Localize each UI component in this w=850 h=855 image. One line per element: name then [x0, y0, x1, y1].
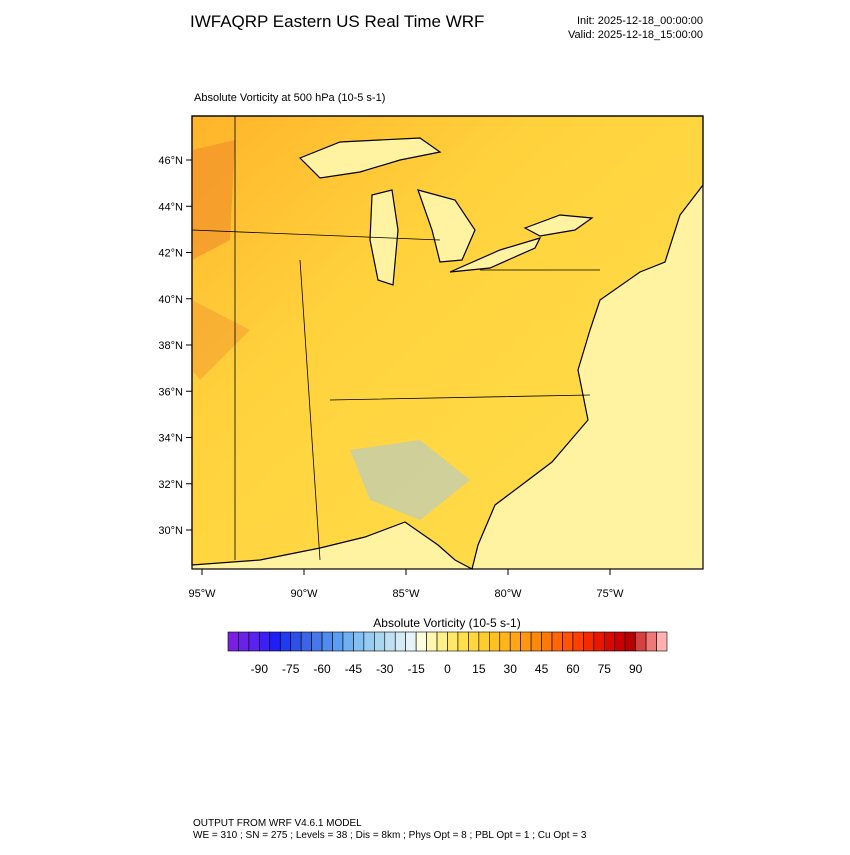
lon-label: 75°W — [596, 588, 624, 600]
state-lines — [191, 116, 600, 561]
colorbar-box — [384, 631, 396, 652]
map — [191, 115, 704, 570]
colorbar-box — [426, 631, 438, 652]
colorbar-label: 0 — [444, 662, 451, 676]
shading — [192, 140, 235, 260]
colorbar-box — [227, 631, 239, 652]
colorbar-box — [279, 631, 292, 652]
colorbar-box — [551, 631, 563, 652]
map-frame — [191, 115, 704, 570]
colorbar-box — [269, 631, 281, 652]
lon-label: 80°W — [494, 588, 522, 600]
colorbar-label: 60 — [566, 662, 580, 676]
colorbar-label: 90 — [629, 662, 643, 676]
colorbar-label: -15 — [407, 662, 425, 676]
colorbar-box — [363, 631, 375, 652]
lon-label: 85°W — [392, 588, 420, 600]
colorbar: -90 -75 -60 -45 -30 -15 0 15 30 45 60 75 90 — [227, 631, 668, 676]
lat-label: 36°N — [158, 386, 183, 398]
colorbar-box — [614, 631, 626, 652]
shading — [192, 300, 250, 380]
colorbar-box — [342, 631, 354, 652]
colorbar-box — [562, 631, 574, 652]
title: IWFAQRP Eastern US Real Time WRF — [190, 12, 484, 31]
lon-label: 90°W — [290, 588, 318, 600]
lat-label: 44°N — [158, 201, 183, 213]
colorbar-label: 30 — [504, 662, 518, 676]
init-time: Init: 2025-12-18_00:00:00 — [577, 15, 703, 27]
colorbar-label: -60 — [313, 662, 331, 676]
colorbar-label: 75 — [598, 662, 612, 676]
footer-line: OUTPUT FROM WRF V4.6.1 MODEL — [193, 818, 362, 829]
lat-label: 40°N — [158, 294, 183, 306]
colorbar-box — [520, 631, 532, 652]
subtitle: Absolute Vorticity at 500 hPa (10-5 s-1) — [194, 92, 385, 104]
colorbar-label: -75 — [282, 662, 300, 676]
colorbar-box — [321, 631, 333, 652]
valid-time: Valid: 2025-12-18_15:00:00 — [568, 29, 703, 41]
colorbar-box — [572, 631, 584, 652]
colorbar-box — [489, 631, 501, 652]
colorbar-label: -45 — [345, 662, 363, 676]
colorbar-box — [478, 631, 490, 652]
colorbar-title: Absolute Vorticity (10-5 s-1) — [373, 616, 520, 630]
lake-superior — [298, 137, 442, 179]
colorbar-box — [259, 631, 271, 652]
colorbar-box — [248, 631, 260, 652]
lat-label: 46°N — [158, 155, 183, 167]
lat-label: 42°N — [158, 248, 183, 260]
footer-line: WE = 310 ; SN = 275 ; Levels = 38 ; Dis … — [193, 830, 587, 841]
colorbar-box — [583, 631, 595, 652]
lat-label: 32°N — [158, 479, 183, 491]
colorbar-label: 15 — [472, 662, 486, 676]
lon-labels: 95°W 90°W 85°W 80°W 75°W — [188, 569, 624, 600]
lat-label: 30°N — [158, 525, 183, 537]
colorbar-box — [457, 631, 469, 652]
colorbar-box — [530, 631, 542, 652]
lake-ontario — [523, 214, 594, 237]
colorbar-box — [405, 631, 417, 652]
lon-label: 95°W — [188, 588, 216, 600]
colorbar-box — [353, 631, 365, 652]
shading — [350, 440, 470, 520]
colorbar-box — [238, 631, 250, 652]
colorbar-box — [624, 631, 636, 652]
colorbar-box — [499, 631, 511, 652]
colorbar-box — [541, 631, 553, 652]
colorbar-box — [374, 631, 386, 652]
colorbar-box — [645, 631, 657, 652]
lake-huron — [417, 189, 476, 263]
colorbar-label: 45 — [535, 662, 549, 676]
colorbar-box — [436, 631, 448, 652]
colorbar-box — [311, 631, 323, 652]
lake-erie — [449, 237, 542, 273]
colorbar-label: -90 — [251, 662, 269, 676]
lat-label: 38°N — [158, 340, 183, 352]
colorbar-box — [509, 631, 521, 652]
colorbar-box — [394, 631, 406, 652]
colorbar-box — [593, 631, 605, 652]
lat-label: 34°N — [158, 433, 183, 445]
lat-labels: 46°N 44°N 42°N 40°N 38°N 36°N 34°N 32°N 30°N — [158, 155, 192, 537]
colorbar-box — [300, 631, 312, 652]
colorbar-box — [603, 631, 616, 652]
colorbar-label: -30 — [376, 662, 394, 676]
colorbar-box — [415, 631, 427, 652]
colorbar-box — [635, 631, 647, 652]
colorbar-box — [468, 631, 480, 652]
colorbar-box — [656, 631, 668, 652]
colorbar-box — [447, 631, 459, 652]
colorbar-box — [332, 631, 344, 652]
colorbar-box — [290, 631, 302, 652]
